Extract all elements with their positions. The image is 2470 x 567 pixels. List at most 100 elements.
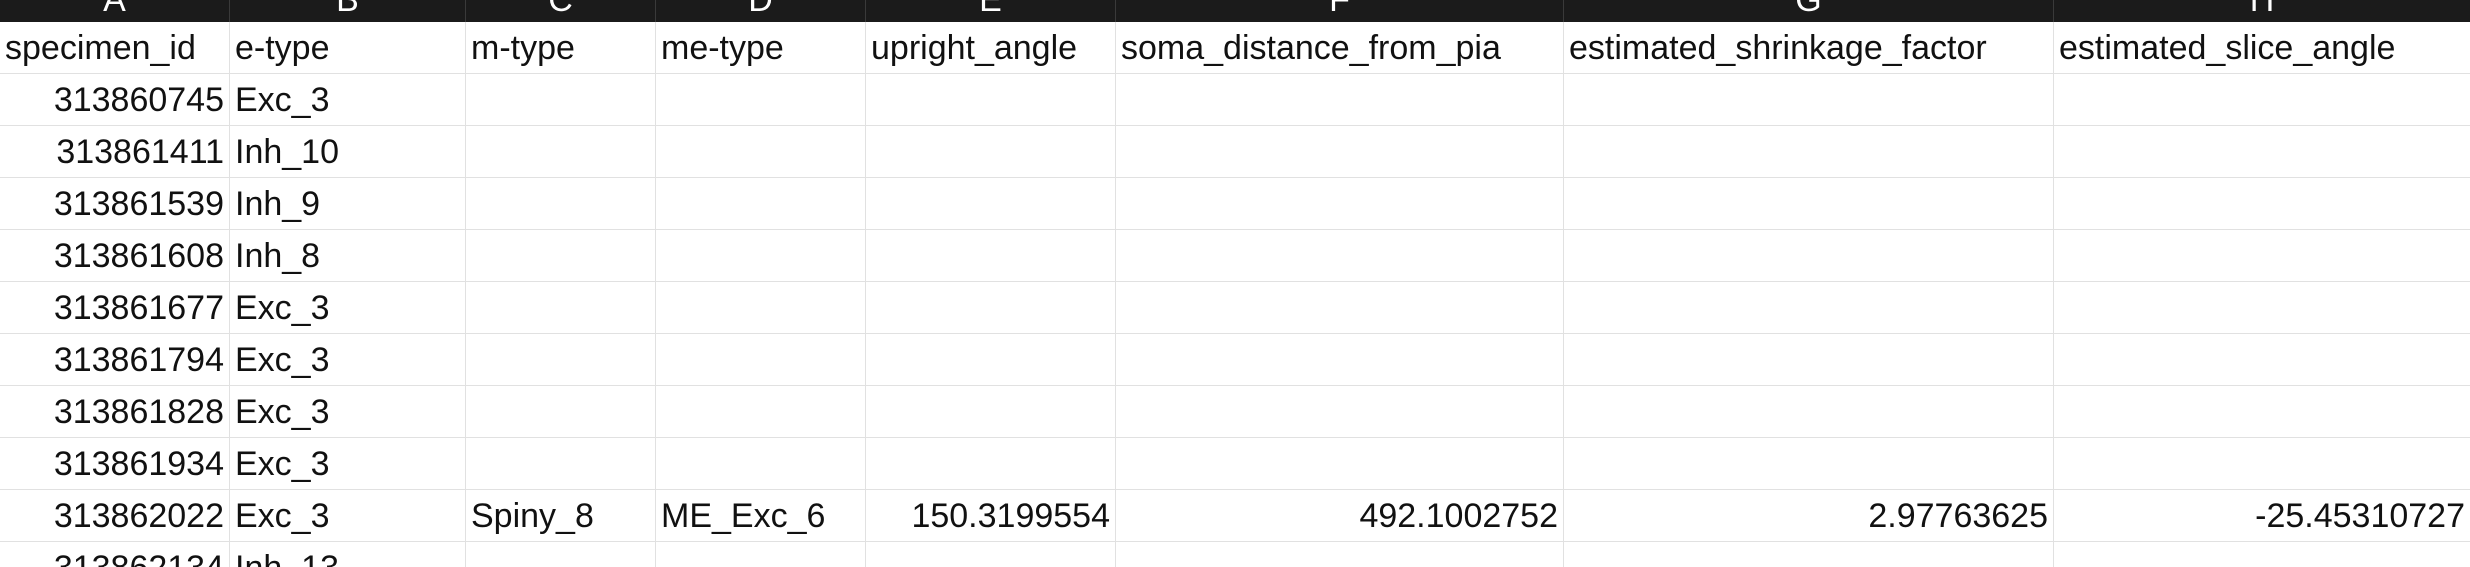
table-cell[interactable] [1564, 74, 2054, 125]
table-cell[interactable] [1116, 74, 1564, 125]
table-cell[interactable] [1564, 282, 2054, 333]
table-cell[interactable]: Inh_8 [230, 230, 466, 281]
table-cell[interactable] [866, 282, 1116, 333]
table-cell[interactable]: 313862022 [0, 490, 230, 541]
column-header-h[interactable]: H [2249, 0, 2275, 19]
table-cell[interactable] [656, 230, 866, 281]
table-cell[interactable] [656, 126, 866, 177]
column-header-b[interactable]: B [230, 0, 466, 22]
table-cell[interactable] [2054, 230, 2470, 281]
table-cell[interactable]: 492.1002752 [1116, 490, 1564, 541]
column-header-d[interactable]: D [656, 0, 866, 22]
table-cell[interactable]: Exc_3 [230, 386, 466, 437]
column-header-c[interactable]: C [466, 0, 656, 22]
table-cell[interactable]: 313861677 [0, 282, 230, 333]
table-cell[interactable] [1564, 126, 2054, 177]
table-cell[interactable] [1116, 126, 1564, 177]
table-cell[interactable]: 313860745 [0, 74, 230, 125]
table-cell[interactable]: 313861539 [0, 178, 230, 229]
table-cell[interactable] [1116, 230, 1564, 281]
table-cell[interactable] [866, 542, 1116, 567]
table-cell[interactable] [2054, 438, 2470, 489]
table-cell[interactable] [1116, 334, 1564, 385]
table-cell[interactable] [1564, 386, 2054, 437]
table-cell[interactable] [2054, 74, 2470, 125]
table-cell[interactable] [2054, 386, 2470, 437]
table-cell[interactable] [2054, 282, 2470, 333]
cell-header-specimen-id[interactable]: specimen_id [0, 22, 230, 73]
table-cell[interactable]: 2.97763625 [1564, 490, 2054, 541]
cell-header-upright-angle[interactable]: upright_angle [866, 22, 1116, 73]
table-cell[interactable] [466, 126, 656, 177]
table-cell[interactable]: 313861608 [0, 230, 230, 281]
table-cell[interactable] [2054, 178, 2470, 229]
table-cell[interactable] [656, 74, 866, 125]
table-cell[interactable] [466, 282, 656, 333]
table-cell[interactable] [1116, 386, 1564, 437]
table-cell[interactable] [866, 74, 1116, 125]
table-cell[interactable] [1564, 438, 2054, 489]
table-cell[interactable] [2054, 334, 2470, 385]
table-row: 313861539 Inh_9 [0, 178, 2470, 230]
column-header-a[interactable]: A [0, 0, 230, 22]
table-cell[interactable] [656, 542, 866, 567]
table-cell[interactable] [656, 282, 866, 333]
column-header-e[interactable]: E [866, 0, 1116, 22]
table-cell[interactable] [1564, 334, 2054, 385]
table-cell[interactable]: 313861934 [0, 438, 230, 489]
table-cell[interactable] [466, 542, 656, 567]
table-cell[interactable]: -25.45310727 [2255, 497, 2465, 535]
table-cell[interactable]: ME_Exc_6 [656, 490, 866, 541]
table-cell[interactable] [656, 386, 866, 437]
table-cell[interactable] [866, 230, 1116, 281]
table-cell[interactable] [866, 438, 1116, 489]
cell-header-me-type[interactable]: me-type [656, 22, 866, 73]
table-cell[interactable] [466, 438, 656, 489]
table-cell[interactable] [1116, 178, 1564, 229]
table-cell[interactable] [1564, 230, 2054, 281]
table-cell[interactable]: Inh_13 [230, 542, 466, 567]
cell-header-slice-angle[interactable]: estimated_slice_angle [2059, 29, 2396, 67]
table-cell[interactable] [656, 334, 866, 385]
header-row: specimen_id e-type m-type me-type uprigh… [0, 22, 2470, 74]
table-cell[interactable]: Spiny_8 [466, 490, 656, 541]
table-cell[interactable] [866, 334, 1116, 385]
table-cell[interactable] [656, 438, 866, 489]
column-header-f[interactable]: F [1116, 0, 1564, 22]
cell-header-shrinkage-factor[interactable]: estimated_shrinkage_factor [1564, 22, 2054, 73]
table-cell[interactable]: 150.3199554 [866, 490, 1116, 541]
table-cell[interactable]: Exc_3 [230, 334, 466, 385]
table-cell[interactable] [466, 334, 656, 385]
table-cell[interactable]: Inh_10 [230, 126, 466, 177]
table-cell[interactable] [466, 386, 656, 437]
table-cell[interactable] [466, 74, 656, 125]
table-cell[interactable] [1116, 282, 1564, 333]
cell-header-soma-distance[interactable]: soma_distance_from_pia [1116, 22, 1564, 73]
table-cell[interactable] [1564, 178, 2054, 229]
table-cell[interactable] [2054, 126, 2470, 177]
table-cell[interactable] [466, 230, 656, 281]
table-cell[interactable]: Inh_9 [230, 178, 466, 229]
table-cell[interactable]: 313862134 [0, 542, 230, 567]
table-cell[interactable] [866, 386, 1116, 437]
table-cell[interactable]: Exc_3 [230, 282, 466, 333]
data-rows: 313860745 Exc_3 313861411 Inh_10 313861539 In… [0, 74, 2470, 567]
table-cell[interactable]: 313861794 [0, 334, 230, 385]
cell-grid: specimen_id e-type m-type me-type uprigh… [0, 22, 2470, 567]
table-cell[interactable]: Exc_3 [230, 490, 466, 541]
table-cell[interactable] [866, 178, 1116, 229]
table-cell[interactable] [466, 178, 656, 229]
column-header-g[interactable]: G [1564, 0, 2054, 22]
table-cell[interactable] [1564, 542, 2054, 567]
table-cell[interactable] [2054, 542, 2470, 567]
table-cell[interactable] [866, 126, 1116, 177]
table-cell[interactable] [1116, 438, 1564, 489]
table-cell[interactable]: Exc_3 [230, 74, 466, 125]
table-cell[interactable]: 313861828 [0, 386, 230, 437]
table-cell[interactable] [656, 178, 866, 229]
table-cell[interactable]: Exc_3 [230, 438, 466, 489]
cell-header-e-type[interactable]: e-type [230, 22, 466, 73]
cell-header-m-type[interactable]: m-type [466, 22, 656, 73]
table-cell[interactable] [1116, 542, 1564, 567]
table-cell[interactable]: 313861411 [0, 126, 230, 177]
